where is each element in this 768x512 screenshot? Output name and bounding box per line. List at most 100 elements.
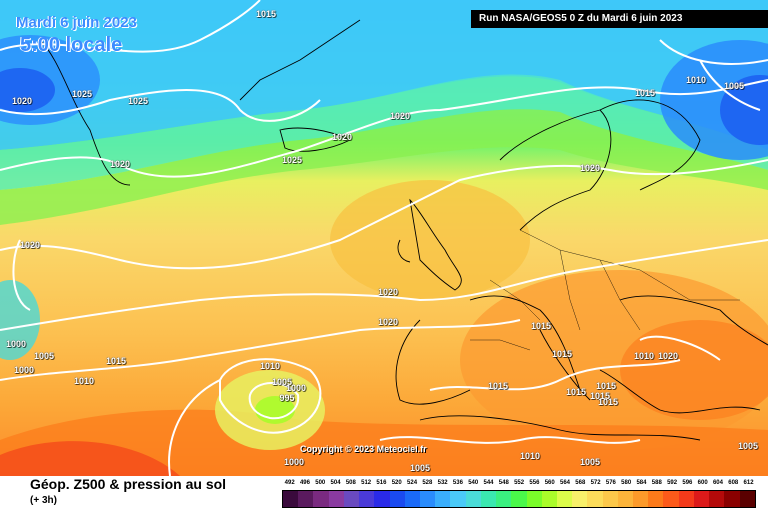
scale-color-swatch bbox=[587, 491, 603, 507]
scale-value-label: 552 bbox=[514, 480, 525, 486]
isobar-label: 1020 bbox=[389, 111, 411, 121]
warm-south bbox=[0, 409, 768, 476]
scale-value-label: 580 bbox=[621, 480, 632, 486]
scale-value-label: 520 bbox=[391, 480, 402, 486]
scale-color-swatch bbox=[496, 491, 512, 507]
scale-value-label: 512 bbox=[361, 480, 372, 486]
scale-value-label: 504 bbox=[330, 480, 341, 486]
scale-value-label: 528 bbox=[422, 480, 433, 486]
isobar-label: 1020 bbox=[109, 159, 131, 169]
color-scale-bar bbox=[282, 490, 756, 508]
scale-value-label: 588 bbox=[651, 480, 662, 486]
isobar-label: 1020 bbox=[19, 240, 41, 250]
isobar-label: 1010 bbox=[73, 376, 95, 386]
coastlines bbox=[39, 19, 768, 441]
scale-color-swatch bbox=[633, 491, 649, 507]
scale-color-swatch bbox=[617, 491, 634, 507]
ridge-north-sea bbox=[330, 180, 530, 300]
isobar-label: 1000 bbox=[13, 365, 35, 375]
isobar-label: 1000 bbox=[5, 339, 27, 349]
isobar-label: 1005 bbox=[33, 351, 55, 361]
isobar-label: 1025 bbox=[127, 96, 149, 106]
scale-value-label: 596 bbox=[682, 480, 693, 486]
scale-color-swatch bbox=[739, 491, 755, 507]
scale-value-label: 540 bbox=[468, 480, 479, 486]
scale-color-swatch bbox=[693, 491, 710, 507]
scale-value-label: 524 bbox=[407, 480, 418, 486]
scale-value-label: 604 bbox=[712, 480, 723, 486]
isobar-label: 1015 bbox=[565, 387, 587, 397]
legend-panel: Géop. Z500 & pression au sol (+ 3h) 492 4… bbox=[0, 476, 768, 512]
isobar-label: 1020 bbox=[579, 163, 601, 173]
isobar-label: 1015 bbox=[255, 9, 277, 19]
isobar-label: 1010 bbox=[259, 361, 281, 371]
isobar-label: 1000 bbox=[283, 457, 305, 467]
scale-value-label: 556 bbox=[529, 480, 540, 486]
hot-southwest bbox=[0, 441, 180, 476]
scale-color-swatch bbox=[435, 491, 451, 507]
isobar-label: 1015 bbox=[589, 391, 611, 401]
scale-value-label: 612 bbox=[743, 480, 754, 486]
scale-color-swatch bbox=[465, 491, 481, 507]
scale-color-swatch bbox=[359, 491, 375, 507]
isobar-label: 1015 bbox=[105, 356, 127, 366]
scale-value-label: 600 bbox=[697, 480, 708, 486]
isobar-label: 1020 bbox=[11, 96, 33, 106]
isobar-label: 1020 bbox=[331, 132, 353, 142]
isobar-label: 1005 bbox=[723, 81, 745, 91]
legend-title: Géop. Z500 & pression au sol bbox=[30, 476, 227, 492]
isobar-label: 995 bbox=[279, 393, 295, 403]
scale-value-label: 608 bbox=[728, 480, 739, 486]
scale-value-label: 568 bbox=[575, 480, 586, 486]
isobar-label: 1005 bbox=[579, 457, 601, 467]
scale-value-label: 592 bbox=[667, 480, 678, 486]
isobar-label: 1010 bbox=[519, 451, 541, 461]
scale-color-swatch bbox=[709, 491, 725, 507]
scale-color-swatch bbox=[404, 491, 420, 507]
scale-color-swatch bbox=[313, 491, 329, 507]
legend-subtitle: (+ 3h) bbox=[30, 495, 57, 506]
scale-value-label: 508 bbox=[345, 480, 356, 486]
isobar-label: 1005 bbox=[409, 463, 431, 473]
scale-value-label: 532 bbox=[437, 480, 448, 486]
isobar-label: 1000 bbox=[285, 383, 307, 393]
isobar-label: 1015 bbox=[551, 349, 573, 359]
scale-color-swatch bbox=[450, 491, 466, 507]
west-low bbox=[0, 280, 40, 360]
map-date-title: Mardi 6 juin 2023 bbox=[16, 14, 137, 31]
green-band bbox=[0, 109, 768, 225]
scale-color-swatch bbox=[480, 491, 497, 507]
scale-value-label: 548 bbox=[498, 480, 509, 486]
scale-value-label: 576 bbox=[605, 480, 616, 486]
isobar-label: 1020 bbox=[377, 287, 399, 297]
scale-color-swatch bbox=[663, 491, 679, 507]
scale-color-swatch bbox=[328, 491, 344, 507]
isobar-label: 1020 bbox=[377, 317, 399, 327]
scale-color-swatch bbox=[648, 491, 664, 507]
low-pressure-scandinavia-core bbox=[720, 75, 768, 145]
isobar-lines bbox=[0, 0, 768, 476]
scale-color-swatch bbox=[343, 491, 360, 507]
run-info-banner: Run NASA/GEOS5 0 Z du Mardi 6 juin 2023 bbox=[471, 10, 768, 28]
scale-color-swatch bbox=[389, 491, 405, 507]
low-pressure-greenland-core bbox=[0, 68, 55, 112]
isobar-label: 1015 bbox=[597, 397, 619, 407]
scale-value-label: 544 bbox=[483, 480, 494, 486]
isobar-label: 1025 bbox=[281, 155, 303, 165]
scale-color-swatch bbox=[374, 491, 390, 507]
isobar-label: 1010 bbox=[685, 75, 707, 85]
map-time-title: 5:00 locale bbox=[20, 34, 123, 56]
scale-color-swatch bbox=[556, 491, 573, 507]
scale-value-label: 572 bbox=[590, 480, 601, 486]
scale-color-swatch bbox=[511, 491, 527, 507]
scale-value-label: 516 bbox=[376, 480, 387, 486]
isobar-label: 1010 bbox=[633, 351, 655, 361]
isobar-label: 1015 bbox=[634, 88, 656, 98]
cold-air-region bbox=[0, 0, 768, 150]
scale-color-swatch bbox=[419, 491, 436, 507]
isobar-label: 1015 bbox=[595, 381, 617, 391]
scale-value-label: 496 bbox=[299, 480, 310, 486]
scale-value-label: 500 bbox=[315, 480, 326, 486]
isobar-label: 1005 bbox=[271, 377, 293, 387]
